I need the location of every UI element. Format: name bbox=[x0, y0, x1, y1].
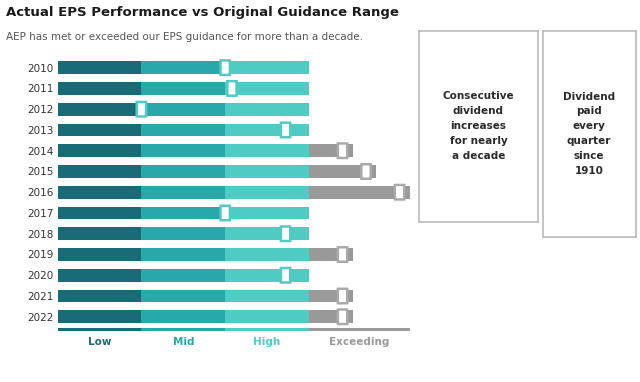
Bar bbox=[225, 144, 309, 157]
Text: Consecutive
dividend
increases
for nearly
a decade: Consecutive dividend increases for nearl… bbox=[443, 91, 514, 161]
FancyBboxPatch shape bbox=[227, 81, 237, 96]
Text: Dividend
paid
every
quarter
since
1910: Dividend paid every quarter since 1910 bbox=[563, 92, 615, 176]
Bar bbox=[58, 82, 141, 95]
FancyBboxPatch shape bbox=[362, 164, 371, 179]
FancyBboxPatch shape bbox=[221, 60, 230, 75]
Text: Actual EPS Performance vs Original Guidance Range: Actual EPS Performance vs Original Guida… bbox=[6, 6, 399, 19]
Bar bbox=[58, 269, 141, 282]
Bar bbox=[225, 290, 309, 303]
Bar bbox=[141, 207, 225, 219]
Bar bbox=[141, 165, 225, 178]
Bar bbox=[225, 165, 309, 178]
FancyBboxPatch shape bbox=[137, 102, 146, 117]
Bar bbox=[58, 186, 141, 199]
Bar bbox=[141, 144, 225, 157]
Bar bbox=[141, 269, 225, 282]
Bar bbox=[309, 144, 353, 157]
Bar bbox=[58, 227, 141, 240]
Bar bbox=[309, 310, 353, 323]
FancyBboxPatch shape bbox=[338, 143, 348, 158]
Bar bbox=[58, 328, 141, 331]
Bar bbox=[58, 144, 141, 157]
Bar bbox=[141, 290, 225, 303]
Bar bbox=[225, 103, 309, 116]
Bar bbox=[309, 248, 353, 261]
Bar bbox=[141, 328, 225, 331]
Bar bbox=[225, 123, 309, 136]
Text: AEP has met or exceeded our EPS guidance for more than a decade.: AEP has met or exceeded our EPS guidance… bbox=[6, 32, 364, 42]
Bar bbox=[58, 165, 141, 178]
Bar bbox=[141, 61, 225, 74]
Bar bbox=[309, 328, 410, 331]
Bar bbox=[225, 61, 309, 74]
Bar bbox=[225, 328, 309, 331]
Bar bbox=[58, 207, 141, 219]
FancyBboxPatch shape bbox=[221, 206, 230, 220]
Bar bbox=[225, 227, 309, 240]
Bar bbox=[58, 290, 141, 303]
FancyBboxPatch shape bbox=[281, 268, 291, 283]
Bar bbox=[141, 227, 225, 240]
FancyBboxPatch shape bbox=[281, 227, 291, 241]
Bar bbox=[309, 290, 353, 303]
Bar bbox=[225, 207, 309, 219]
Bar bbox=[58, 123, 141, 136]
Bar bbox=[141, 310, 225, 323]
Bar bbox=[225, 248, 309, 261]
Bar bbox=[58, 61, 141, 74]
Bar bbox=[141, 123, 225, 136]
Bar bbox=[141, 248, 225, 261]
Bar bbox=[141, 186, 225, 199]
FancyBboxPatch shape bbox=[281, 123, 291, 137]
Bar bbox=[58, 103, 141, 116]
Bar bbox=[58, 310, 141, 323]
FancyBboxPatch shape bbox=[338, 309, 348, 324]
FancyBboxPatch shape bbox=[395, 185, 404, 199]
Bar bbox=[225, 186, 309, 199]
FancyBboxPatch shape bbox=[338, 289, 348, 303]
Bar bbox=[225, 269, 309, 282]
Bar bbox=[225, 82, 309, 95]
FancyBboxPatch shape bbox=[338, 247, 348, 262]
Bar bbox=[225, 310, 309, 323]
Bar bbox=[309, 186, 410, 199]
Bar bbox=[58, 248, 141, 261]
Bar bbox=[141, 82, 225, 95]
Bar bbox=[141, 103, 225, 116]
Bar bbox=[309, 165, 376, 178]
